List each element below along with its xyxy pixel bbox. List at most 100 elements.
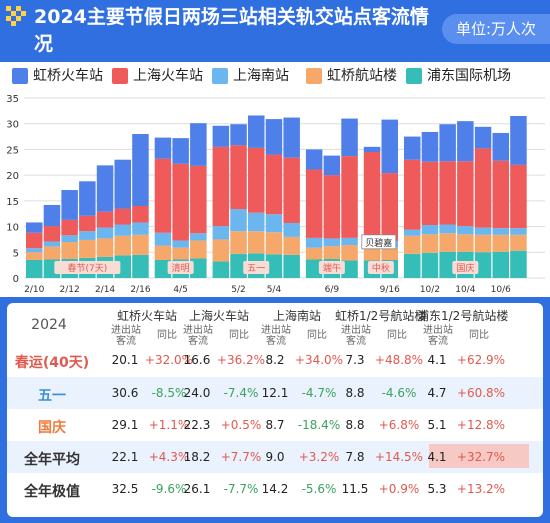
table-subheader-line: 客流 [116, 336, 136, 347]
y-tick-label: 15 [6, 197, 19, 208]
table-cell-yoy: +32.0% [144, 353, 194, 367]
table-cell-yoy: +36.2% [216, 353, 266, 367]
bar-segment [132, 234, 149, 255]
bar-segment [190, 165, 207, 234]
table-row-stripe [7, 377, 543, 409]
legend-swatch [112, 68, 128, 84]
x-tick-label: 10/2 [420, 285, 440, 295]
table-cell-value: 8.7 [265, 418, 285, 432]
bar-segment [305, 237, 323, 248]
legend-swatch [212, 68, 228, 84]
table-cell-value: 8.8 [345, 418, 365, 432]
table-station-header: 虹桥1/2号航站楼 [335, 309, 427, 323]
bar-segment [190, 233, 207, 241]
bar-segment [61, 235, 78, 242]
y-tick-label: 30 [6, 120, 19, 131]
bar-segment [457, 234, 474, 252]
table-subheader-flow: 进出站 客流 [255, 325, 297, 347]
table-station-header: 上海南站 [272, 309, 321, 323]
legend-label: 虹桥航站楼 [327, 68, 397, 84]
table-cell-value: 12.1 [261, 386, 289, 400]
table-cell-yoy: -4.6% [381, 386, 417, 400]
bar-segment [265, 232, 283, 255]
bar-segment [230, 124, 247, 146]
table-cell-yoy: +32.7% [456, 450, 506, 464]
holiday-label-bg [167, 261, 194, 274]
bar-segment [404, 159, 421, 230]
bar-segment [283, 222, 300, 237]
bar-segment [154, 137, 172, 159]
chart-legend: 虹桥火车站 上海火车站 上海南站 虹桥航站楼 浦东国际机场 [0, 66, 550, 86]
x-tick-label: 10/4 [455, 285, 475, 295]
holiday-label: 五一 [247, 264, 265, 274]
bar-segment [510, 234, 527, 251]
legend-label: 浦东国际机场 [427, 68, 511, 84]
table-cell-yoy: +14.5% [374, 450, 424, 464]
bar-segment [492, 234, 509, 252]
table-subheader-yoy: 同比 [157, 330, 177, 341]
bar-segment [96, 227, 114, 239]
table-cell-yoy: +0.9% [378, 482, 420, 496]
table-station-header: 上海火车站 [188, 309, 249, 323]
bar-segment [404, 253, 421, 278]
bar-segment [43, 246, 61, 260]
bar-segment [154, 245, 172, 260]
bar-segment [492, 132, 509, 161]
bar-segment [61, 190, 78, 220]
bar-segment [43, 241, 61, 247]
bar-segment [230, 231, 247, 254]
bar-segment [61, 242, 78, 259]
bar-segment [421, 252, 439, 278]
bar-segment [283, 236, 300, 255]
annotation-label: 贝碧嘉 [365, 237, 392, 249]
table-subheader-flow: 进出站 客流 [177, 325, 219, 347]
bar-segment [363, 248, 381, 261]
holiday-label: 国庆 [456, 262, 474, 274]
bar-segment [305, 259, 323, 278]
annotation-box [361, 234, 397, 250]
bar-segment [190, 258, 207, 278]
bar-segment [439, 124, 456, 162]
x-tick-label: 2/16 [130, 285, 150, 295]
table-subheader-flow: 进出站 客流 [417, 325, 459, 347]
legend-swatch [406, 68, 422, 84]
bar-segment [26, 248, 43, 253]
table-cell-value: 9.0 [265, 450, 285, 464]
bar-segment [265, 214, 283, 233]
table-year-header: 2024 [31, 317, 67, 333]
y-tick-label: 20 [6, 171, 19, 182]
holiday-label-bg [452, 261, 479, 274]
stacked-bar-chart: 0 5 10 15 20 25 30 35 2/10 2/12 2/14 2/16 春节(7天) 4/5 清… [6, 94, 545, 295]
table-subheader-yoy: 同比 [469, 330, 489, 341]
table-subheader-yoy: 同比 [229, 330, 249, 341]
table-cell-yoy: -7.4% [223, 386, 259, 400]
bar-segment [114, 208, 131, 225]
bar-segment [96, 211, 114, 228]
table-subheader-line: 进出站 [423, 325, 453, 336]
table-cell-value: 4.1 [427, 450, 447, 464]
bar-segment [26, 252, 43, 260]
bar-segment [323, 238, 341, 247]
bar-segment [132, 254, 149, 278]
bar-segment [283, 157, 300, 223]
table-subheader-line: 进出站 [183, 325, 213, 336]
table-cell-value: 14.2 [261, 482, 289, 496]
bar-segment [265, 154, 283, 215]
bar-segment [43, 204, 61, 227]
bar-segment [283, 117, 300, 158]
page-title: 2024主要节假日两场三站相关轨交站点客流情况 [34, 6, 429, 55]
bar-segment [305, 169, 323, 238]
bar-segment [457, 121, 474, 162]
holiday-label-bg [54, 261, 121, 274]
table-subheader-flow: 进出站 客流 [105, 325, 147, 347]
bar-segment [341, 237, 358, 246]
table-cell-yoy: +7.7% [220, 450, 262, 464]
table-cell-yoy: -4.7% [301, 386, 337, 400]
header-banner: 2024主要节假日两场三站相关轨交站点客流情况 单位:万人次 [0, 0, 550, 62]
chart-panel: 虹桥火车站 上海火车站 上海南站 虹桥航站楼 浦东国际机场 0 5 10 15 20 25 30 35… [0, 62, 550, 297]
bar-segment [172, 247, 189, 260]
holiday-label-bg [367, 261, 394, 274]
table-cell-value: 26.1 [183, 482, 211, 496]
bar-segment [474, 148, 492, 228]
bar-segment [323, 155, 341, 176]
